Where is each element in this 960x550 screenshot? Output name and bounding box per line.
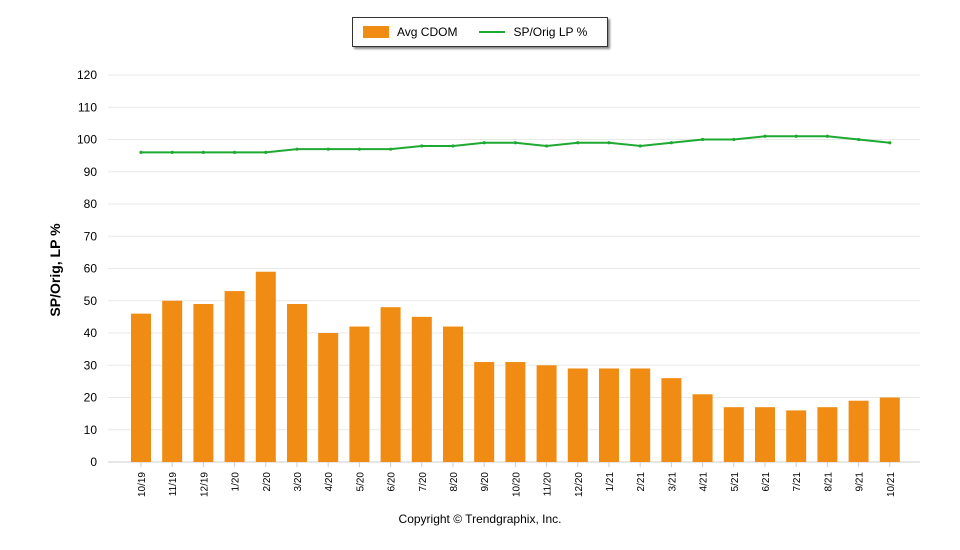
y-tick-label: 90 <box>84 165 98 179</box>
y-tick-label: 20 <box>84 391 98 405</box>
legend-label: Avg CDOM <box>397 25 458 39</box>
x-tick-label: 6/20 <box>387 472 398 492</box>
bar <box>817 407 838 462</box>
copyright-text: Copyright © Trendgraphix, Inc. <box>398 512 562 526</box>
x-tick-label: 2/20 <box>262 472 273 492</box>
x-tick-label: 5/20 <box>355 472 366 492</box>
bar <box>536 365 557 462</box>
bar <box>692 394 713 462</box>
bar <box>879 397 900 462</box>
legend-label: SP/Orig LP % <box>513 25 588 39</box>
x-tick-label: 3/21 <box>667 472 678 492</box>
line-marker <box>669 141 674 145</box>
x-tick-label: 7/20 <box>418 472 429 492</box>
chart-legend: Avg CDOM SP/Orig LP % <box>352 17 608 47</box>
x-tick-label: 10/19 <box>137 472 148 497</box>
bar <box>318 333 339 462</box>
line-marker <box>420 144 424 148</box>
x-tick-label: 11/20 <box>543 472 554 497</box>
bar <box>567 368 588 462</box>
x-tick-label: 12/20 <box>574 472 585 497</box>
bar <box>224 291 245 462</box>
bar <box>131 313 151 462</box>
bar <box>287 303 307 462</box>
bar <box>162 300 183 462</box>
y-tick-label: 110 <box>78 100 97 114</box>
line-marker <box>170 150 174 154</box>
legend-item-avg-cdom: Avg CDOM <box>363 25 457 39</box>
bar <box>505 362 526 462</box>
bar <box>349 326 370 462</box>
line-marker <box>233 150 237 154</box>
line-marker <box>638 144 642 148</box>
y-tick-label: 60 <box>84 262 98 276</box>
bar <box>193 303 214 462</box>
line-marker <box>201 150 205 154</box>
x-tick-label: 9/21 <box>855 472 866 492</box>
bar <box>723 407 744 462</box>
bar <box>599 368 619 462</box>
x-tick-label: 12/19 <box>199 472 210 497</box>
x-tick-label: 7/21 <box>792 472 803 492</box>
line-marker <box>389 147 393 151</box>
bar <box>380 307 401 462</box>
bar <box>630 368 651 462</box>
x-tick-label: 4/20 <box>324 472 335 492</box>
line-marker <box>701 137 705 142</box>
y-tick-label: 80 <box>84 197 98 211</box>
x-tick-label: 1/21 <box>605 472 616 492</box>
y-tick-label: 0 <box>90 455 97 469</box>
y-tick-label: 70 <box>84 229 98 243</box>
line-marker <box>451 144 455 148</box>
line-marker <box>888 141 892 145</box>
x-tick-label: 5/21 <box>730 472 741 492</box>
y-tick-label: 120 <box>77 68 97 82</box>
y-tick-label: 40 <box>84 326 98 340</box>
line-marker <box>264 150 268 154</box>
line-marker <box>357 147 361 151</box>
bar <box>411 316 432 462</box>
line-series <box>141 135 890 154</box>
x-tick-label: 2/21 <box>636 472 647 492</box>
line-marker <box>794 134 798 138</box>
x-tick-label: 9/20 <box>480 472 491 492</box>
bar-swatch-icon <box>363 26 389 38</box>
x-tick-label: 10/20 <box>511 472 522 497</box>
y-tick-label: 30 <box>84 358 98 372</box>
bar <box>661 378 682 462</box>
line-marker <box>763 134 767 138</box>
line-marker <box>326 147 330 151</box>
y-tick-label: 50 <box>84 294 98 308</box>
y-tick-label: 10 <box>84 423 98 437</box>
bar <box>443 326 463 462</box>
x-tick-label: 11/19 <box>168 472 179 497</box>
x-tick-label: 3/20 <box>293 472 304 492</box>
bar <box>848 400 869 462</box>
line-marker <box>295 147 299 151</box>
line-marker <box>732 137 736 142</box>
line-marker <box>513 141 518 145</box>
bar <box>755 407 775 462</box>
line-marker <box>545 144 549 148</box>
y-axis-label: SP/Orig, LP % <box>47 223 63 317</box>
line-marker <box>139 150 143 154</box>
line-marker <box>825 134 830 138</box>
x-tick-label: 6/21 <box>761 472 772 492</box>
x-tick-label: 8/21 <box>823 472 834 492</box>
bar <box>474 362 495 462</box>
x-tick-label: 10/21 <box>886 472 897 497</box>
line-swatch-icon <box>479 31 506 33</box>
line-marker <box>857 137 861 142</box>
legend-item-sp-orig-lp: SP/Orig LP % <box>467 25 587 39</box>
x-tick-label: 4/21 <box>699 472 710 492</box>
bar <box>255 271 276 462</box>
bar <box>786 410 807 462</box>
x-tick-label: 1/20 <box>231 472 242 492</box>
line-marker <box>482 141 486 145</box>
line-marker <box>576 141 580 145</box>
x-tick-label: 8/20 <box>449 472 460 492</box>
y-tick-label: 100 <box>77 133 97 147</box>
line-marker <box>607 141 611 145</box>
